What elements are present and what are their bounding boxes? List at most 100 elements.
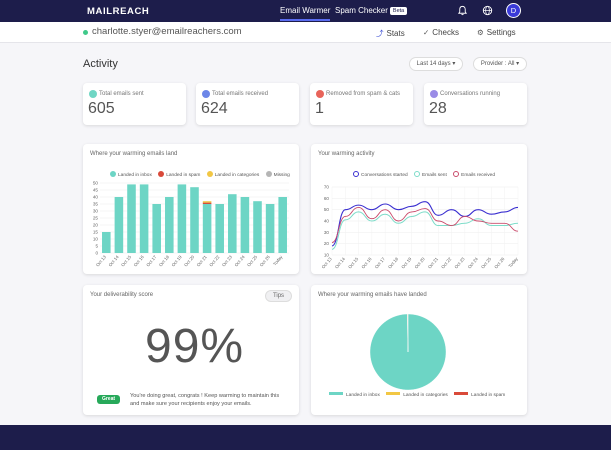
deliverability-message: You're doing great, congrats ! Keep warm… xyxy=(130,393,280,407)
globe-icon[interactable] xyxy=(482,5,493,16)
series-line-emails-received[interactable] xyxy=(331,206,519,243)
legend-emails-sent[interactable]: Emails sent xyxy=(422,173,447,178)
beta-badge: Beta xyxy=(389,7,408,15)
warming-chart-title: Your warming activity xyxy=(318,151,375,157)
bar-landed-in-inbox[interactable] xyxy=(165,197,174,253)
warming-chart-card: Your warming activity Conversations star… xyxy=(311,144,527,274)
x-tick-label: Oct 20 xyxy=(183,254,196,268)
stat-value: 1 xyxy=(315,100,324,117)
nav-email-warmer[interactable]: Email Warmer xyxy=(280,6,331,21)
x-tick-label: Oct 22 xyxy=(440,256,453,270)
x-tick-label: Oct 19 xyxy=(400,256,413,270)
provider-label: Provider : All xyxy=(480,61,515,67)
x-tick-label: Oct 15 xyxy=(347,256,360,270)
legend-inbox[interactable]: Landed in inbox xyxy=(346,393,380,398)
tips-button[interactable]: Tips xyxy=(265,290,292,302)
tab-settings-label: Settings xyxy=(486,28,516,37)
y-tick-label: 40 xyxy=(324,219,330,224)
received-icon xyxy=(202,90,210,98)
nav-spam-checker[interactable]: Spam Checker Beta xyxy=(335,6,408,15)
legend-spam[interactable]: Landed in spam xyxy=(166,173,201,178)
bar-landed-in-inbox[interactable] xyxy=(253,201,262,253)
deliverability-score: 99% xyxy=(145,320,245,373)
y-tick-label: 15 xyxy=(93,230,99,235)
x-tick-label: Oct 17 xyxy=(145,254,158,268)
x-tick-label: Oct 15 xyxy=(120,254,133,268)
sent-icon xyxy=(89,90,97,98)
bar-landed-in-inbox[interactable] xyxy=(177,184,187,253)
legend-emails-received[interactable]: Emails received xyxy=(461,173,496,178)
legend-spam[interactable]: Landed in spam xyxy=(471,393,506,398)
x-tick-label: Oct 24 xyxy=(234,254,247,268)
bar-landed-in-inbox[interactable] xyxy=(278,197,287,253)
y-tick-label: 10 xyxy=(93,237,99,242)
bell-icon[interactable] xyxy=(457,5,468,16)
x-tick-label: Oct 26 xyxy=(493,256,506,270)
y-tick-label: 50 xyxy=(93,181,99,186)
top-navbar: MAILREACH Email Warmer Spam Checker Beta … xyxy=(0,0,611,22)
x-tick-label: Oct 16 xyxy=(360,256,373,270)
y-tick-label: 20 xyxy=(93,223,99,228)
x-tick-label: Oct 13 xyxy=(321,256,334,270)
status-dot xyxy=(83,30,88,35)
avatar[interactable]: D xyxy=(506,3,521,18)
x-tick-label: Oct 18 xyxy=(387,256,400,270)
series-line-emails-sent[interactable] xyxy=(331,211,519,250)
landed-pie-title: Where your warming emails have landed xyxy=(318,292,427,298)
stat-label: Total emails received xyxy=(212,91,269,97)
tab-checks-label: Checks xyxy=(432,28,459,37)
x-tick-label: Oct 19 xyxy=(171,254,184,268)
deliverability-card: Your deliverability score Tips 99% Great… xyxy=(83,285,299,415)
bar-landed-in-inbox[interactable] xyxy=(202,204,212,253)
stat-label: Total emails sent xyxy=(99,91,144,97)
stat-card-conversations: Conversations running 28 xyxy=(424,83,527,125)
x-tick-label: Oct 24 xyxy=(467,256,480,270)
bar-landed-in-inbox[interactable] xyxy=(240,197,250,253)
tab-settings[interactable]: ⚙ Settings xyxy=(477,28,516,37)
y-tick-label: 5 xyxy=(95,244,98,249)
y-tick-label: 20 xyxy=(324,241,330,246)
bar-landed-in-inbox[interactable] xyxy=(265,204,275,253)
x-tick-label: Oct 14 xyxy=(108,254,121,268)
x-tick-label: Oct 14 xyxy=(334,256,347,270)
bar-landed-in-spam[interactable] xyxy=(202,202,212,204)
x-tick-label: Oct 20 xyxy=(414,256,427,270)
provider-select[interactable]: Provider : All ▾ xyxy=(473,57,527,71)
bar-landed-in-inbox[interactable] xyxy=(127,184,136,253)
bar-landed-in-inbox[interactable] xyxy=(114,197,124,253)
x-tick-label: Oct 16 xyxy=(133,254,146,268)
bar-landed-in-inbox[interactable] xyxy=(228,194,237,253)
date-range-select[interactable]: Last 14 days ▾ xyxy=(409,57,463,71)
x-tick-label: Today xyxy=(272,254,284,267)
y-tick-label: 50 xyxy=(324,207,330,212)
x-tick-label: Oct 25 xyxy=(246,254,259,268)
deliverability-title: Your deliverability score xyxy=(90,292,154,298)
legend-inbox[interactable]: Landed in inbox xyxy=(118,173,152,178)
y-tick-label: 45 xyxy=(93,188,99,193)
stat-label: Removed from spam & cats xyxy=(326,91,401,97)
tab-stats[interactable]: ⤴ Stats xyxy=(376,28,405,39)
nav-spam-checker-label: Spam Checker xyxy=(335,6,388,15)
landed-pie-card: Where your warming emails have landed La… xyxy=(311,285,527,415)
tab-checks[interactable]: ✓ Checks xyxy=(423,28,459,37)
x-tick-label: Oct 13 xyxy=(95,254,108,268)
legend-conversations[interactable]: Conversations started xyxy=(361,173,408,178)
y-tick-label: 10 xyxy=(324,253,330,258)
legend-missing[interactable]: Missing xyxy=(273,173,290,178)
logo[interactable]: MAILREACH xyxy=(87,6,150,17)
bar-landed-in-inbox[interactable] xyxy=(190,187,199,253)
legend-categories[interactable]: Landed in categories xyxy=(214,173,260,178)
bar-landed-in-inbox[interactable] xyxy=(139,184,149,253)
y-tick-label: 35 xyxy=(93,202,99,207)
y-tick-label: 30 xyxy=(93,209,99,214)
bar-landed-in-inbox[interactable] xyxy=(152,204,161,253)
x-tick-label: Oct 18 xyxy=(158,254,171,268)
legend-categories[interactable]: Landed in categories xyxy=(403,393,448,398)
land-chart-card: Where your warming emails land Landed in… xyxy=(83,144,299,274)
land-chart-legend: Landed in inbox Landed in spam Landed in… xyxy=(110,171,295,178)
bar-landed-in-categories[interactable] xyxy=(202,201,212,203)
series-line-conversations-started[interactable] xyxy=(331,201,519,247)
stat-card-removed-spam: Removed from spam & cats 1 xyxy=(310,83,413,125)
bar-landed-in-inbox[interactable] xyxy=(215,204,224,253)
bar-landed-in-inbox[interactable] xyxy=(102,232,111,253)
